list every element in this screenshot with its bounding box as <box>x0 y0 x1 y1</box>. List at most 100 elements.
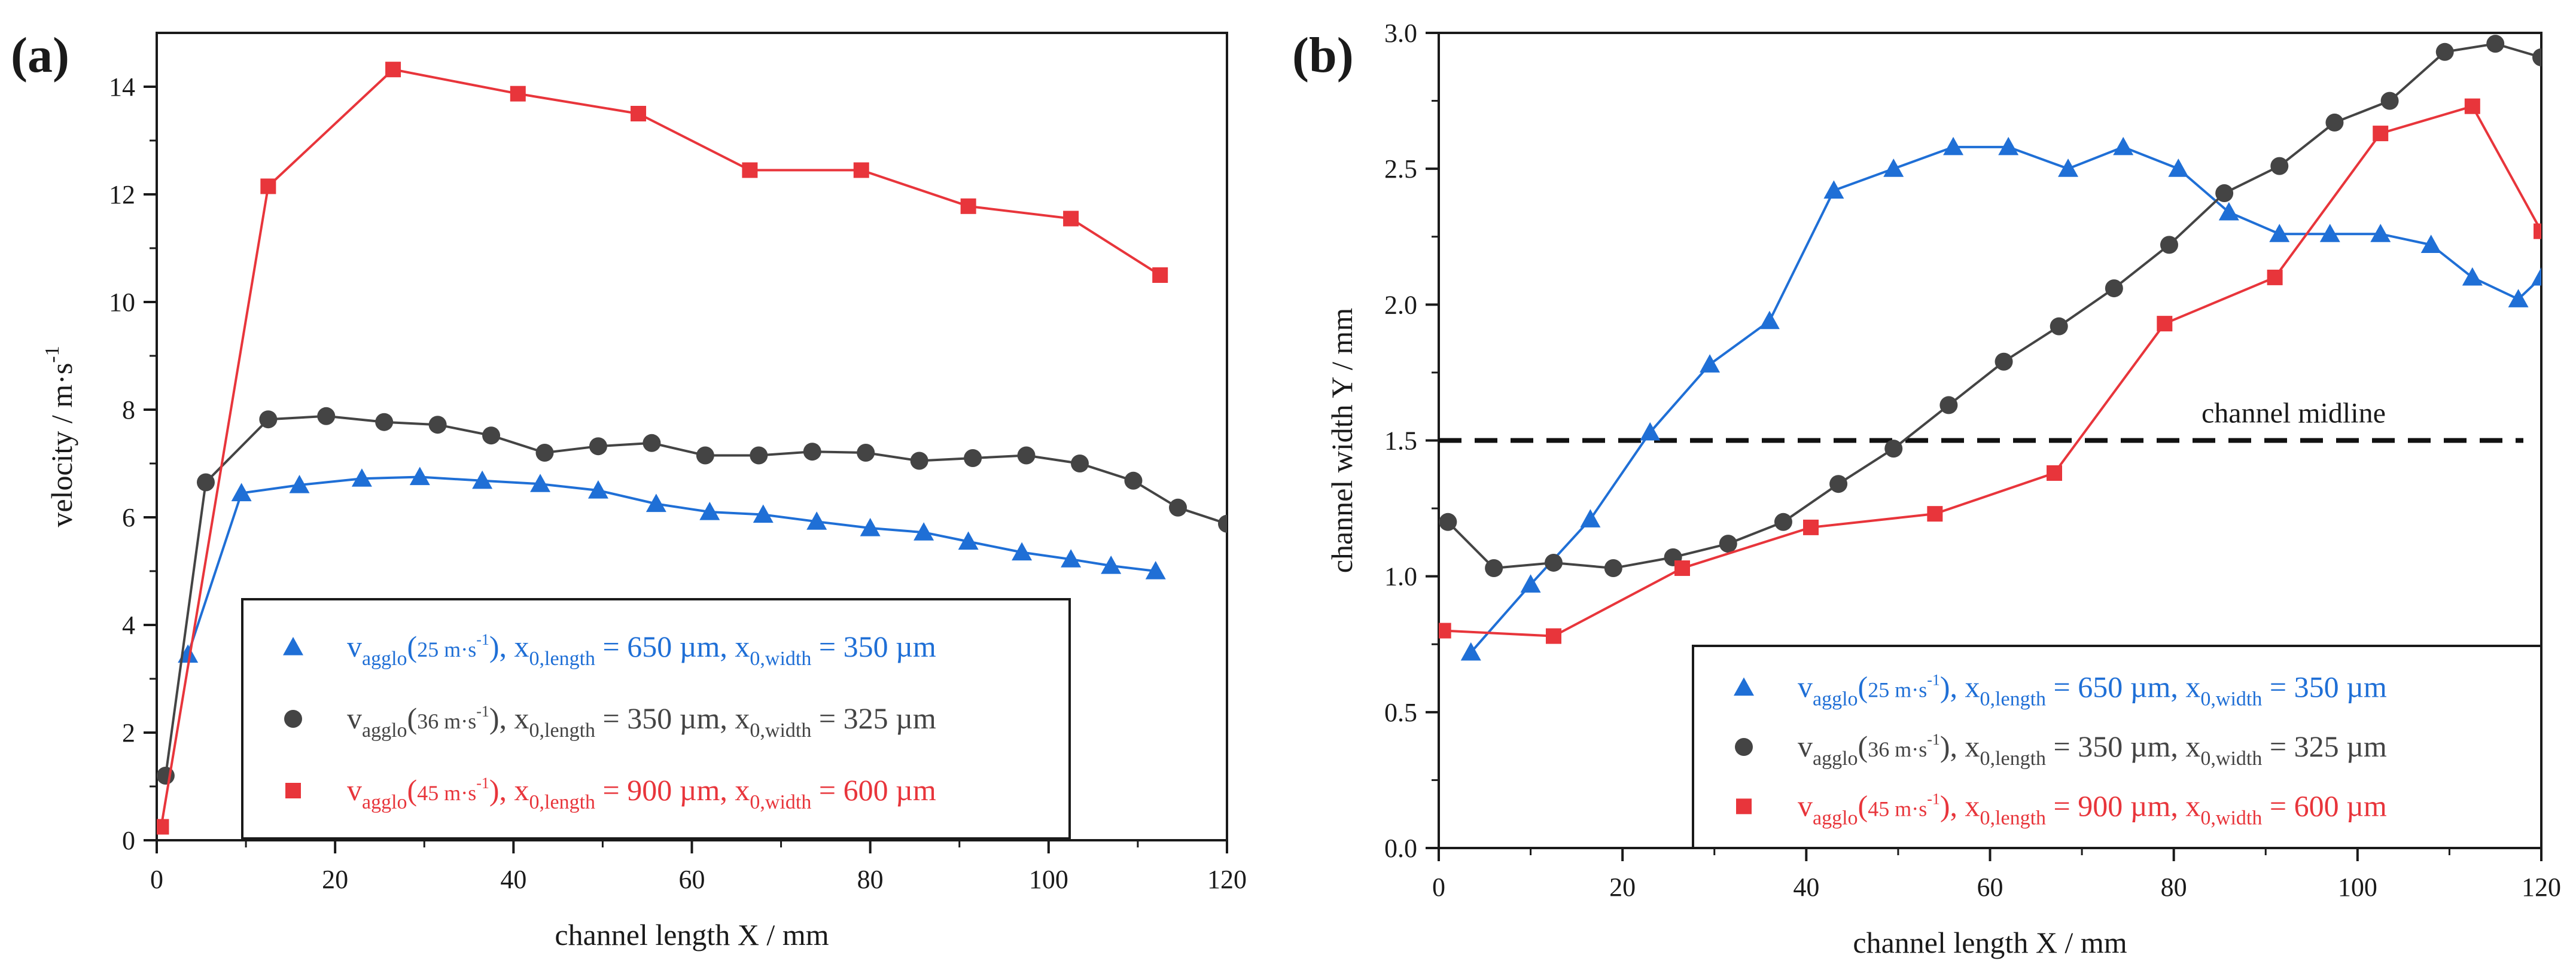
legend-sup: -1 <box>1927 790 1940 807</box>
legend-sub: agglo <box>1813 688 1858 710</box>
series-blue <box>1460 136 2541 661</box>
data-point-blue <box>2531 267 2541 286</box>
x-tick-label: 0 <box>150 865 163 894</box>
legend-width-value: = 350 µm <box>811 630 936 663</box>
data-point-blue <box>351 468 372 487</box>
data-point-red <box>2464 98 2480 114</box>
legend-box <box>241 598 1071 840</box>
legend-paren-open: ( <box>407 773 418 807</box>
data-point-red <box>2267 269 2283 285</box>
series-gray <box>157 407 1227 785</box>
legend-length-value: = 650 µm, <box>595 630 735 663</box>
data-point-blue <box>1943 136 1964 155</box>
data-point-gray <box>803 443 821 461</box>
data-point-gray <box>750 446 768 465</box>
data-point-red <box>1545 628 1561 644</box>
panel-label: (b) <box>1292 28 1354 83</box>
y-tick-label: 0.0 <box>1384 834 1417 863</box>
data-point-red <box>385 62 401 78</box>
legend-length-label: x <box>514 702 529 735</box>
legend-width-label: x <box>735 630 750 663</box>
legend-base: v <box>1798 670 1813 704</box>
legend-marker-gray <box>1735 738 1753 756</box>
x-tick-label: 100 <box>2338 873 2377 902</box>
x-tick-label: 40 <box>1793 873 1819 902</box>
legend-paren-open: ( <box>1858 670 1868 704</box>
data-point-blue <box>2319 224 2340 242</box>
data-point-gray <box>196 473 215 492</box>
x-tick-label: 80 <box>857 865 884 894</box>
data-point-gray <box>1829 475 1848 493</box>
data-point-gray <box>375 413 394 431</box>
legend-paren-close: ), <box>1940 730 1965 763</box>
legend-length-sub: 0,length <box>1980 688 2046 710</box>
legend-width-value: = 325 µm <box>811 702 936 735</box>
data-point-blue <box>2168 158 2189 177</box>
data-point-red <box>853 162 869 178</box>
legend-inner: 25 m·s <box>1868 678 1927 702</box>
legend-length-label: x <box>1965 789 1980 822</box>
data-point-blue <box>1883 158 1904 177</box>
legend-width-sub: 0,width <box>750 719 811 742</box>
legend-base: v <box>1798 730 1813 763</box>
legend-marker-blue <box>1734 677 1754 696</box>
legend-base: v <box>347 630 362 663</box>
data-point-gray <box>1124 471 1143 490</box>
data-point-gray <box>2435 42 2454 61</box>
chart-panel-b: 0 20 40 60 80 100 120 0.0 0.5 1.0 1.5 2.0 2.5 3.0 chan… <box>1292 19 2561 959</box>
legend-length-sub: 0,length <box>529 791 595 813</box>
data-point-blue <box>472 470 493 489</box>
legend-width-sub: 0,width <box>750 791 811 813</box>
data-point-gray <box>643 434 661 452</box>
data-layer <box>1439 35 2541 661</box>
data-point-gray <box>1071 455 1089 472</box>
data-point-red <box>1927 506 1943 522</box>
legend-label-gray: vagglo(36 m·s-1), x0,length = 350 µm, x0… <box>347 702 936 742</box>
data-point-red <box>1803 519 1819 535</box>
data-point-blue <box>1823 180 1844 199</box>
data-point-red <box>742 162 758 178</box>
data-point-gray <box>1774 513 1792 531</box>
data-point-gray <box>1719 535 1737 553</box>
legend-width-value: = 325 µm <box>2262 730 2387 763</box>
data-point-gray <box>696 446 714 465</box>
legend-length-value: = 350 µm, <box>2046 730 2185 763</box>
legend-sub: agglo <box>1813 748 1858 770</box>
legend-paren-close: ), <box>489 630 514 663</box>
data-point-blue <box>1101 556 1122 574</box>
data-point-gray <box>1544 553 1563 572</box>
data-point-blue <box>409 466 430 486</box>
data-point-blue <box>860 518 881 536</box>
legend-paren-close: ), <box>1940 670 1965 704</box>
data-point-gray <box>428 416 447 434</box>
data-point-gray <box>2325 113 2344 132</box>
legend-sub: agglo <box>1813 807 1858 829</box>
legend-marker-gray <box>284 710 302 728</box>
legend-length-label: x <box>1965 670 1980 704</box>
data-point-red <box>2047 465 2063 481</box>
legend-width-value: = 350 µm <box>2262 670 2387 704</box>
legend-sup: -1 <box>476 631 489 648</box>
data-point-blue <box>2420 234 2441 253</box>
data-point-red <box>1674 560 1690 577</box>
y-tick-label: 0.5 <box>1384 698 1417 727</box>
legend-width-value: = 600 µm <box>811 773 936 807</box>
legend-length-label: x <box>514 773 529 807</box>
legend-length-sub: 0,length <box>529 719 595 742</box>
series-blue <box>178 466 1166 663</box>
legend-paren-close: ), <box>1940 789 1965 822</box>
legend-width-label: x <box>735 773 750 807</box>
data-point-red <box>157 819 169 835</box>
legend-width-sub: 0,width <box>2200 748 2262 770</box>
legend-sub: agglo <box>362 791 407 813</box>
data-point-blue <box>231 483 252 502</box>
x-tick-label: 60 <box>679 865 705 894</box>
y-axis-title-sup: -1 <box>41 346 63 362</box>
data-point-blue <box>530 474 551 492</box>
data-point-gray <box>2105 279 2123 298</box>
legend-label-red: vagglo(45 m·s-1), x0,length = 900 µm, x0… <box>347 773 936 813</box>
legend-length-sub: 0,length <box>1980 748 2046 770</box>
legend-length-sub: 0,length <box>529 648 595 670</box>
data-point-blue <box>1520 574 1541 593</box>
